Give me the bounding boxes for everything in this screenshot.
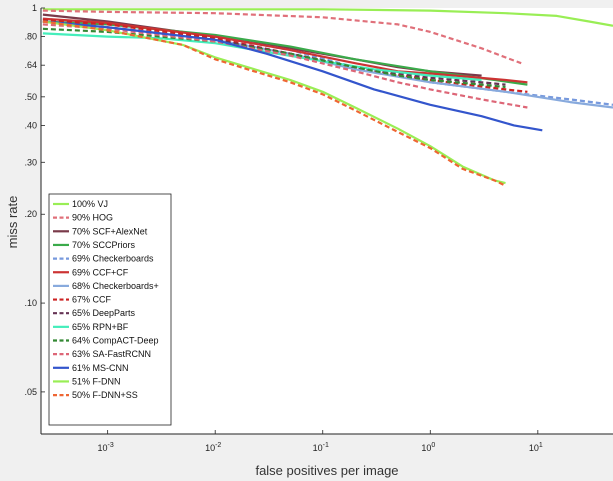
- legend-label-68-checkerboards: 68% Checkerboards+: [72, 281, 159, 291]
- legend-label-69-checkerboards: 69% Checkerboards: [72, 254, 154, 264]
- series-line-64-compact-deep: [42, 27, 506, 89]
- series-line-50-f-dnn-ss: [42, 20, 506, 187]
- series-line-51-f-dnn: [42, 20, 506, 185]
- legend-label-70-sccpriors: 70% SCCPriors: [72, 240, 136, 250]
- series-lines: [42, 8, 613, 187]
- y-tick-label: .05: [24, 387, 37, 397]
- legend-label-70-scf-alexnet: 70% SCF+AlexNet: [72, 226, 148, 236]
- legend-label-69-ccf-cf: 69% CCF+CF: [72, 267, 129, 277]
- legend-label-51-f-dnn: 51% F-DNN: [72, 376, 121, 386]
- x-tick-label: 10-2: [205, 442, 221, 453]
- x-tick-label: 100: [421, 442, 435, 453]
- axes: [40, 8, 613, 435]
- legend-label-64-compact-deep: 64% CompACT-Deep: [72, 336, 159, 346]
- legend-label-63-sa-fastrcnn: 63% SA-FastRCNN: [72, 349, 151, 359]
- legend-label-61-ms-cnn: 61% MS-CNN: [72, 363, 129, 373]
- series-line-61-ms-cnn: [42, 20, 543, 132]
- series-line-63-sa-fastrcnn: [42, 23, 528, 109]
- y-tick-label: 1: [32, 3, 37, 13]
- series-line-69-ccf-cf: [42, 17, 528, 84]
- y-tick-label: .20: [24, 209, 37, 219]
- legend-label-90-hog: 90% HOG: [72, 213, 113, 223]
- y-tick-label: .50: [24, 92, 37, 102]
- series-line-90-hog: [42, 9, 522, 65]
- y-tick-label: .80: [24, 32, 37, 42]
- legend-label-67-ccf: 67% CCF: [72, 295, 112, 305]
- x-tick-label: 10-1: [313, 442, 329, 453]
- legend-label-100-vj: 100% VJ: [72, 199, 108, 209]
- legend-label-65-rpn-bf: 65% RPN+BF: [72, 322, 129, 332]
- legend-box: [48, 193, 172, 426]
- legend-label-65-deepparts: 65% DeepParts: [72, 308, 136, 318]
- y-axis-label: miss rate: [5, 196, 20, 249]
- y-tick-label: .40: [24, 120, 37, 130]
- y-tick-label: .10: [24, 298, 37, 308]
- legend: 100% VJ 90% HOG 70% SCF+AlexNet 70% SCCPrio…: [48, 193, 172, 426]
- legend-label-50-f-dnn-ss: 50% F-DNN+SS: [72, 390, 138, 400]
- x-ticks: 10-3 10-2 10-1 100 101: [98, 430, 543, 453]
- x-tick-label: 101: [529, 442, 543, 453]
- y-ticks: 1 .80 .64 .50 .40 .30 .20 .10 .05: [24, 3, 45, 397]
- y-tick-label: .64: [24, 60, 37, 70]
- x-axis-label: false positives per image: [255, 463, 398, 478]
- y-tick-label: .30: [24, 157, 37, 167]
- x-tick-label: 10-3: [98, 442, 114, 453]
- series-line-100-vj: [42, 8, 613, 27]
